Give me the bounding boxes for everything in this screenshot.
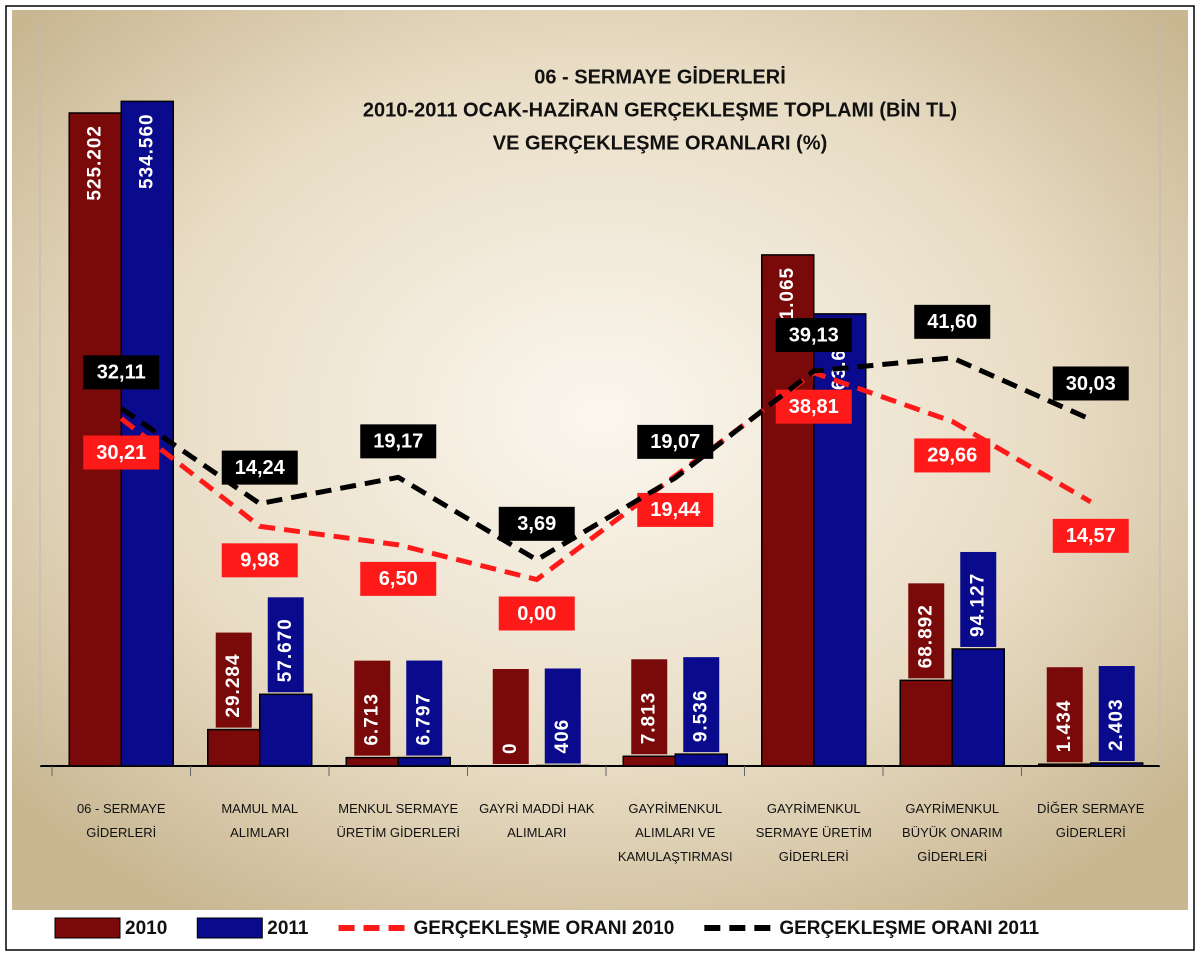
x-tick-label: GAYRİMENKUL SERMAYE ÜRETİM GİDERLERİ: [755, 801, 872, 864]
legend-swatch: [196, 917, 263, 939]
value-label-box: [1098, 666, 1135, 762]
bar: [1090, 762, 1144, 767]
value-label-box: [221, 543, 298, 578]
value-label: 19,07: [650, 431, 700, 453]
value-label-box: [492, 669, 529, 764]
value-label: 38,81: [789, 396, 839, 418]
bar: [120, 100, 174, 767]
legend-label: GERÇEKLEŞME ORANI 2010: [414, 918, 675, 939]
bar: [674, 753, 728, 767]
value-label-box: [637, 492, 714, 527]
value-label-box: [631, 659, 668, 755]
value-label-box: [637, 424, 714, 459]
value-label-box: [406, 660, 443, 756]
bar: [899, 679, 953, 767]
value-label-box: [498, 506, 575, 541]
value-label: 94.127: [967, 573, 988, 637]
value-label: 3,69: [517, 513, 556, 535]
value-label-box: [1046, 667, 1083, 763]
value-label: 14,57: [1066, 525, 1116, 547]
x-tick-label: GAYRİMENKUL ALIMLARI VE KAMULAŞTIRMASI: [617, 801, 733, 864]
value-label: 29,66: [927, 445, 977, 467]
bar: [622, 755, 676, 767]
value-label: 30,21: [96, 442, 146, 464]
value-label-box: [83, 355, 160, 390]
value-label-box: [960, 551, 997, 647]
x-tick-label: MENKUL SERMAYE ÜRETİM GİDERLERİ: [336, 801, 460, 840]
value-label: 39,13: [789, 324, 839, 346]
x-tick-label: MAMUL MAL ALIMLARI: [221, 801, 299, 840]
value-label: 19,17: [373, 431, 423, 453]
value-label: 534.560: [136, 113, 157, 189]
value-label: 1.434: [1054, 700, 1075, 753]
x-tick-label: GAYRİ MADDİ HAK ALIMLARI: [479, 801, 595, 840]
value-label-box: [914, 438, 991, 473]
legend-swatch: [54, 917, 121, 939]
value-label: 32,11: [97, 362, 146, 384]
bar: [951, 648, 1005, 767]
line: [119, 369, 1093, 583]
value-label-box: [914, 304, 991, 339]
value-label-box: [775, 389, 852, 424]
chart-title: VE GERÇEKLEŞME ORANLARI (%): [493, 132, 827, 154]
legend-label: 2011: [267, 918, 309, 939]
value-label: 57.670: [275, 618, 296, 682]
value-label: 29.284: [223, 653, 244, 717]
bar: [345, 756, 399, 767]
value-label-box: [354, 660, 391, 756]
value-label: 525.202: [84, 125, 105, 201]
value-label-box: [908, 583, 945, 679]
value-label-box: [83, 435, 160, 470]
value-label: 9.536: [690, 690, 711, 743]
value-label: 6.713: [361, 693, 382, 746]
x-tick-label: DİĞER SERMAYE GİDERLERİ: [1037, 801, 1145, 840]
chart-title: 2010-2011 OCAK-HAZİRAN GERÇEKLEŞME TOPLA…: [363, 98, 957, 121]
value-label: 6,50: [379, 568, 418, 590]
value-label: 6.797: [413, 693, 434, 746]
value-label: 0,00: [517, 603, 556, 625]
x-tick-label: 06 - SERMAYE GİDERLERİ: [76, 801, 166, 840]
value-label-box: [775, 317, 852, 352]
bar: [259, 693, 313, 767]
line: [119, 355, 1092, 563]
value-label: 9,98: [240, 550, 279, 572]
value-label-box: [360, 561, 437, 596]
value-label: 0: [500, 742, 521, 754]
value-label-box: [215, 632, 252, 728]
value-label: 68.892: [915, 604, 936, 668]
legend-label: GERÇEKLEŞME ORANI 2011: [779, 918, 1039, 939]
value-label-box: [544, 668, 581, 764]
bar: [397, 756, 451, 767]
value-label-box: [498, 596, 575, 631]
value-label-box: [267, 597, 304, 693]
chart-title: 06 - SERMAYE GİDERLERİ: [534, 65, 786, 88]
value-label: 19,44: [650, 499, 701, 521]
value-label-box: [1052, 518, 1129, 553]
legend-label: 2010: [125, 918, 167, 939]
value-label-box: [683, 657, 720, 753]
value-label: 14,24: [235, 457, 286, 479]
bar: [536, 764, 590, 767]
value-label-box: [221, 450, 298, 485]
value-label: 30,03: [1066, 373, 1116, 395]
value-label-box: [1052, 366, 1129, 401]
bar: [1038, 763, 1092, 767]
value-label: 2.403: [1106, 698, 1127, 751]
value-label: 406: [552, 719, 573, 754]
value-label: 41,60: [927, 311, 977, 333]
value-label: 7.813: [638, 692, 659, 745]
value-label-box: [360, 424, 437, 459]
bar: [207, 728, 261, 767]
x-tick-label: GAYRİMENKUL BÜYÜK ONARIM GİDERLERİ: [902, 801, 1003, 864]
